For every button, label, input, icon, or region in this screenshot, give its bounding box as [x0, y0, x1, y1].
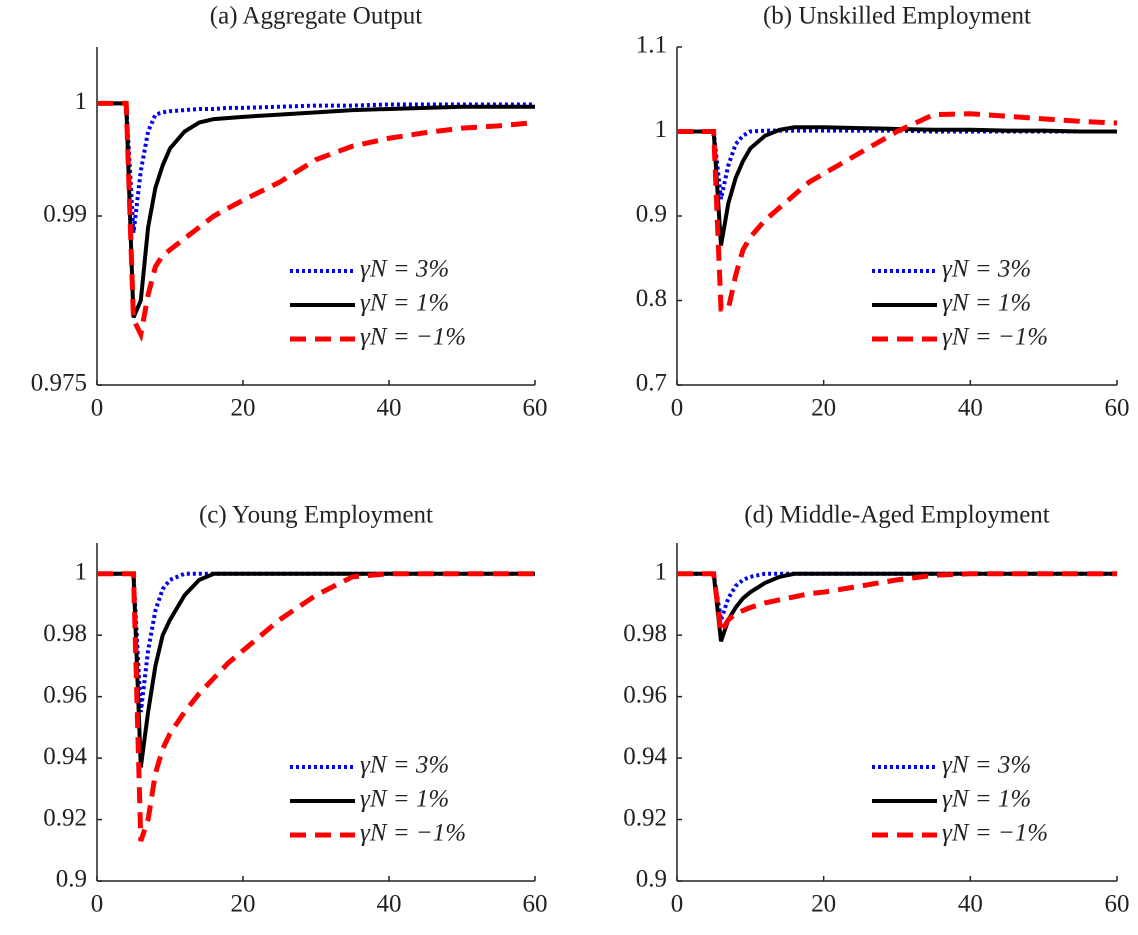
- y-tick-label: 0.9: [56, 866, 87, 893]
- x-tick-label: 0: [91, 891, 104, 918]
- legend-label: γN = −1%: [360, 324, 466, 351]
- legend-label: γN = 3%: [360, 752, 449, 779]
- y-tick-label: 1.1: [636, 32, 667, 59]
- y-tick-label: 0.99: [43, 201, 87, 228]
- x-tick-label: 60: [523, 891, 548, 918]
- panel-title: (c) Young Employment: [199, 502, 433, 529]
- x-tick-label: 40: [958, 395, 983, 422]
- x-tick-label: 20: [811, 891, 836, 918]
- x-tick-label: 40: [377, 395, 402, 422]
- legend-label: γN = 1%: [942, 290, 1031, 317]
- series-line: [97, 100, 536, 343]
- x-tick-label: 40: [958, 891, 983, 918]
- y-tick-label: 1: [75, 88, 88, 115]
- y-tick-label: 1: [655, 558, 668, 585]
- legend-label: γN = −1%: [360, 820, 466, 847]
- series-line: [677, 125, 1117, 246]
- x-tick-label: 0: [91, 395, 104, 422]
- legend-label: γN = 3%: [360, 256, 449, 283]
- legend-label: γN = 1%: [942, 786, 1031, 813]
- panel-title: (d) Middle-Aged Employment: [744, 502, 1050, 529]
- legend-label: γN = 3%: [942, 256, 1031, 283]
- legend-label: γN = −1%: [942, 820, 1048, 847]
- y-tick-label: 1: [655, 116, 668, 143]
- x-tick-label: 20: [231, 891, 256, 918]
- panel-title: (b) Unskilled Employment: [763, 3, 1031, 30]
- series-line: [677, 111, 1118, 312]
- y-tick-label: 0.8: [636, 285, 667, 312]
- x-tick-label: 0: [671, 891, 684, 918]
- series-line: [97, 571, 535, 768]
- legend-label: γN = −1%: [942, 324, 1048, 351]
- y-tick-label: 0.92: [43, 804, 87, 831]
- series-line: [677, 571, 1117, 642]
- y-tick-label: 0.98: [623, 620, 667, 647]
- x-tick-label: 40: [377, 891, 402, 918]
- x-tick-label: 0: [671, 395, 684, 422]
- y-tick-label: 0.96: [43, 681, 87, 708]
- y-tick-label: 0.92: [623, 804, 667, 831]
- legend-label: γN = 1%: [360, 786, 449, 813]
- y-tick-label: 0.94: [623, 743, 667, 770]
- legend-label: γN = 1%: [360, 290, 449, 317]
- x-tick-label: 20: [231, 395, 256, 422]
- y-tick-label: 0.9: [636, 866, 667, 893]
- x-tick-label: 20: [811, 395, 836, 422]
- legend-label: γN = 3%: [942, 752, 1031, 779]
- y-tick-label: 0.9: [636, 201, 667, 228]
- x-tick-label: 60: [523, 395, 548, 422]
- x-tick-label: 60: [1105, 891, 1130, 918]
- x-tick-label: 60: [1105, 395, 1130, 422]
- series-line: [97, 571, 535, 842]
- y-tick-label: 0.98: [43, 620, 87, 647]
- y-tick-label: 0.7: [636, 370, 667, 397]
- y-tick-label: 0.94: [43, 743, 87, 770]
- panel-title: (a) Aggregate Output: [210, 3, 422, 30]
- y-tick-label: 1: [75, 558, 88, 585]
- y-tick-label: 0.96: [623, 681, 667, 708]
- y-tick-label: 0.975: [31, 370, 87, 397]
- series-line: [677, 571, 1117, 640]
- series-line: [97, 101, 535, 319]
